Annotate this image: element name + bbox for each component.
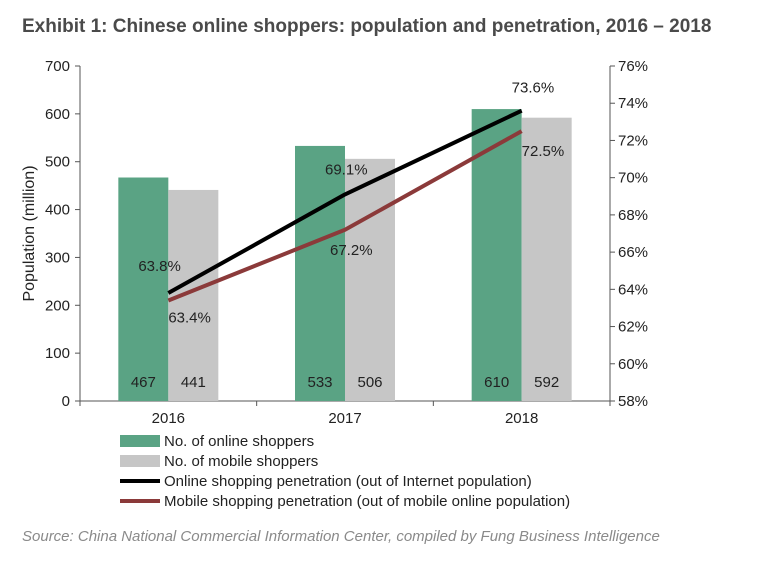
legend-swatch [120,435,160,447]
x-tick-label: 2017 [328,410,361,427]
line-online-penetration [167,108,523,295]
line-value-label: 73.6% [512,80,555,97]
source-note: Source: China National Commercial Inform… [22,528,660,545]
y-right-tick-label: 62% [618,319,648,336]
bar-value-label: 610 [484,374,509,391]
line-mobile-penetration [167,129,523,303]
bar-value-label: 533 [307,374,332,391]
line-value-label: 72.5% [522,143,565,160]
line-value-label: 67.2% [330,242,373,259]
bar-online [471,109,522,402]
y-right-tick-label: 58% [618,393,648,410]
chart-title: Exhibit 1: Chinese online shoppers: popu… [22,16,712,37]
x-tick-label: 2018 [505,410,538,427]
legend-entry-label: No. of online shoppers [164,433,314,450]
y-left-tick-label: 200 [45,297,70,314]
y-right-tick-label: 74% [618,95,648,112]
bar-value-label: 467 [131,374,156,391]
y-left-tick-label: 100 [45,345,70,362]
y-right-tick-label: 66% [618,244,648,261]
y-right-tick-label: 60% [618,356,648,373]
y-left-tick-label: 600 [45,106,70,123]
y-right-tick-label: 70% [618,170,648,187]
y-right-tick-label: 64% [618,281,648,298]
bars-layer [118,109,572,402]
x-tick-label: 2016 [152,410,185,427]
bar-value-label: 441 [181,374,206,391]
bar-online [118,177,169,401]
legend-entry-label: Mobile shopping penetration (out of mobi… [164,493,570,510]
y-right-tick-label: 72% [618,132,648,149]
y-left-tick-label: 0 [62,393,70,410]
bar-value-label: 592 [534,374,559,391]
y-left-tick-label: 500 [45,154,70,171]
y-left-tick-label: 300 [45,249,70,266]
line-value-label: 63.8% [138,258,181,275]
y-right-tick-label: 76% [618,58,648,75]
legend-entry-label: Online shopping penetration (out of Inte… [164,473,532,490]
line-value-label: 63.4% [168,310,211,327]
legend-entry-label: No. of mobile shoppers [164,453,318,470]
bar-mobile [345,158,395,401]
y-left-tick-label: 400 [45,202,70,219]
labels-layer: 467 533 610 441 506 592 63.8% 69.1% 73.6% 63.4% 67… [131,80,564,391]
bar-online [295,145,345,401]
bar-value-label: 506 [357,374,382,391]
y-right-tick-label: 68% [618,207,648,224]
bar-mobile [521,117,572,401]
axes-layer: 0 100 200 300 400 500 600 700 58% 60% 62% 64% 66% 68%… [21,58,648,427]
legend: No. of online shoppers No. of mobile shop… [120,433,570,510]
y-left-tick-label: 700 [45,58,70,75]
legend-swatch [120,455,160,467]
line-value-label: 69.1% [325,161,368,178]
y-axis-label: Population (million) [21,165,38,301]
lines-layer [167,108,523,303]
